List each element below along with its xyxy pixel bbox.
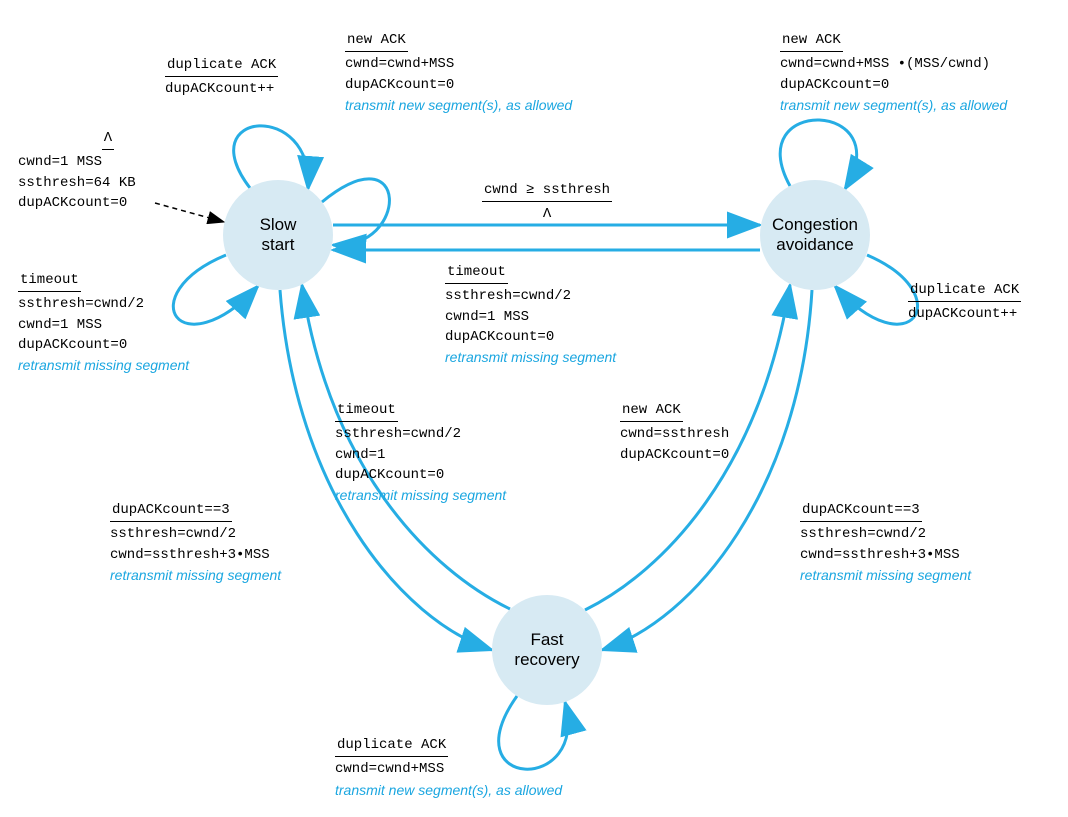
label-fr-to-ca-event: new ACK bbox=[620, 400, 683, 422]
label-ca-newack: new ACK cwnd=cwnd+MSS •(MSS/cwnd) dupACK… bbox=[780, 30, 1007, 115]
label-ca-newack-note: transmit new segment(s), as allowed bbox=[780, 95, 1007, 115]
label-fr-dup-event: duplicate ACK bbox=[335, 735, 448, 757]
node-slow-start-label2: start bbox=[261, 235, 294, 254]
loop-ca-newack bbox=[780, 120, 856, 189]
label-ca-to-ss: timeout ssthresh=cwnd/2 cwnd=1 MSS dupAC… bbox=[445, 262, 616, 367]
label-ss-timeout-a0: ssthresh=cwnd/2 bbox=[18, 294, 189, 314]
label-ca-to-fr-a1: cwnd=ssthresh+3•MSS bbox=[800, 545, 971, 565]
label-ss-to-fr-a0: ssthresh=cwnd/2 bbox=[110, 524, 281, 544]
edge-ca-to-fr bbox=[602, 290, 812, 650]
label-init-a0: cwnd=1 MSS bbox=[18, 152, 198, 172]
label-ss-newack-event: new ACK bbox=[345, 30, 408, 52]
label-ss-newack-a0: cwnd=cwnd+MSS bbox=[345, 54, 572, 74]
label-ss-dup-event: duplicate ACK bbox=[165, 55, 278, 77]
label-fr-to-ss-note: retransmit missing segment bbox=[335, 485, 506, 505]
node-fr-label2: recovery bbox=[514, 650, 580, 669]
label-init: Λ cwnd=1 MSS ssthresh=64 KB dupACKcount=… bbox=[18, 128, 198, 213]
label-init-event: Λ bbox=[102, 128, 114, 150]
label-init-a1: ssthresh=64 KB bbox=[18, 173, 198, 193]
label-ca-to-ss-note: retransmit missing segment bbox=[445, 347, 616, 367]
label-fr-to-ss-a1: cwnd=1 bbox=[335, 445, 506, 465]
node-ca-label1: Congestion bbox=[772, 215, 858, 234]
label-ss-newack-a1: dupACKcount=0 bbox=[345, 75, 572, 95]
label-ss-timeout: timeout ssthresh=cwnd/2 cwnd=1 MSS dupAC… bbox=[18, 270, 189, 375]
label-ca-to-fr-note: retransmit missing segment bbox=[800, 565, 971, 585]
label-ss-timeout-note: retransmit missing segment bbox=[18, 355, 189, 375]
label-fr-dup: duplicate ACK cwnd=cwnd+MSS transmit new… bbox=[335, 735, 562, 800]
label-fr-to-ca: new ACK cwnd=ssthresh dupACKcount=0 bbox=[620, 400, 729, 465]
label-ca-to-ss-event: timeout bbox=[445, 262, 508, 284]
label-ca-to-ss-a2: dupACKcount=0 bbox=[445, 327, 616, 347]
label-ca-dup: duplicate ACK dupACKcount++ bbox=[908, 280, 1021, 325]
label-init-a2: dupACKcount=0 bbox=[18, 193, 198, 213]
label-fr-to-ca-a1: dupACKcount=0 bbox=[620, 445, 729, 465]
label-ca-to-ss-a0: ssthresh=cwnd/2 bbox=[445, 286, 616, 306]
label-fr-to-ss-a2: dupACKcount=0 bbox=[335, 465, 506, 485]
label-ss-newack-note: transmit new segment(s), as allowed bbox=[345, 95, 572, 115]
label-ca-to-fr-event: dupACKcount==3 bbox=[800, 500, 922, 522]
label-ss-to-fr-note: retransmit missing segment bbox=[110, 565, 281, 585]
label-ss-dup: duplicate ACK dupACKcount++ bbox=[165, 55, 278, 100]
label-ss-to-fr-event: dupACKcount==3 bbox=[110, 500, 232, 522]
label-ca-to-fr: dupACKcount==3 ssthresh=cwnd/2 cwnd=ssth… bbox=[800, 500, 971, 585]
label-ss-timeout-event: timeout bbox=[18, 270, 81, 292]
label-ss-to-fr: dupACKcount==3 ssthresh=cwnd/2 cwnd=ssth… bbox=[110, 500, 281, 585]
label-fr-to-ss-a0: ssthresh=cwnd/2 bbox=[335, 424, 506, 444]
label-fr-dup-a0: cwnd=cwnd+MSS bbox=[335, 759, 562, 779]
node-slow-start-label1: Slow bbox=[260, 215, 298, 234]
label-ca-newack-event: new ACK bbox=[780, 30, 843, 52]
label-ss-to-fr-a1: cwnd=ssthresh+3•MSS bbox=[110, 545, 281, 565]
label-ss-dup-a0: dupACKcount++ bbox=[165, 79, 278, 99]
label-ss-to-ca-event: cwnd ≥ ssthresh bbox=[482, 180, 612, 202]
label-fr-to-ca-a0: cwnd=ssthresh bbox=[620, 424, 729, 444]
label-ca-newack-a1: dupACKcount=0 bbox=[780, 75, 1007, 95]
label-ss-to-ca: cwnd ≥ ssthresh Λ bbox=[482, 180, 612, 225]
node-fast-recovery: Fast recovery bbox=[492, 595, 602, 705]
label-ca-dup-a0: dupACKcount++ bbox=[908, 304, 1021, 324]
node-congestion-avoidance: Congestion avoidance bbox=[760, 180, 870, 290]
label-fr-to-ss: timeout ssthresh=cwnd/2 cwnd=1 dupACKcou… bbox=[335, 400, 506, 505]
label-ss-timeout-a1: cwnd=1 MSS bbox=[18, 315, 189, 335]
label-fr-to-ss-event: timeout bbox=[335, 400, 398, 422]
node-ca-label2: avoidance bbox=[776, 235, 854, 254]
label-fr-dup-note: transmit new segment(s), as allowed bbox=[335, 780, 562, 800]
label-ss-timeout-a2: dupACKcount=0 bbox=[18, 335, 189, 355]
label-ca-dup-event: duplicate ACK bbox=[908, 280, 1021, 302]
node-fr-label1: Fast bbox=[530, 630, 563, 649]
label-ca-newack-a0: cwnd=cwnd+MSS •(MSS/cwnd) bbox=[780, 54, 1007, 74]
label-ca-to-fr-a0: ssthresh=cwnd/2 bbox=[800, 524, 971, 544]
label-ca-to-ss-a1: cwnd=1 MSS bbox=[445, 307, 616, 327]
node-slow-start: Slow start bbox=[223, 180, 333, 290]
state-diagram-svg: Slow start Congestion avoidance Fast rec… bbox=[0, 0, 1068, 817]
label-ss-newack: new ACK cwnd=cwnd+MSS dupACKcount=0 tran… bbox=[345, 30, 572, 115]
loop-ss-dupack bbox=[234, 126, 309, 189]
label-ss-to-ca-a0: Λ bbox=[482, 204, 612, 224]
